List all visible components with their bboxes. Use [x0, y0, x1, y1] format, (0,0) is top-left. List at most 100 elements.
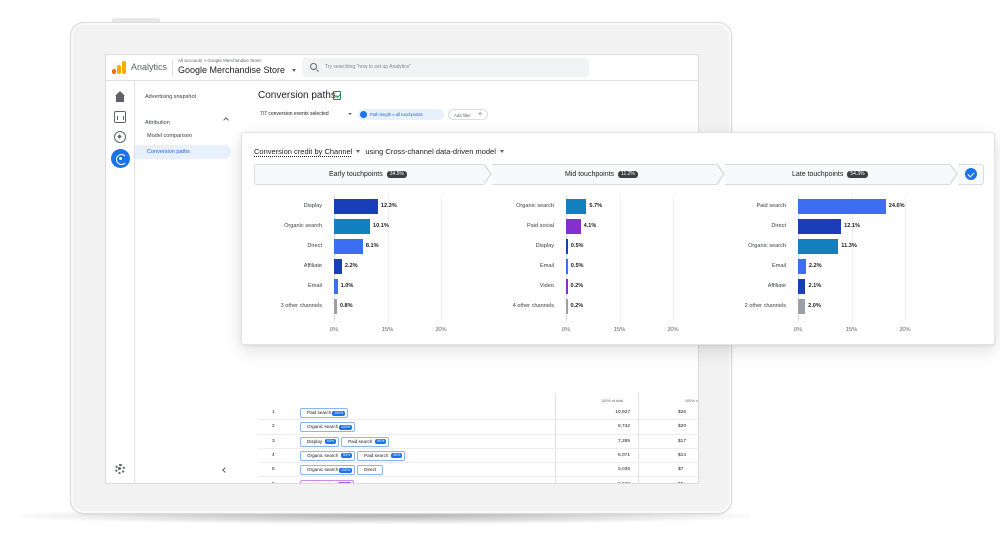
channel-bar[interactable] — [566, 239, 568, 254]
path-step-chip: Paid search 50% — [357, 450, 406, 461]
channel-bar[interactable] — [566, 219, 581, 234]
path-step-chip: Organic search 50% — [300, 450, 356, 461]
property-selector[interactable]: Google Merchandise Store — [178, 65, 296, 75]
revenue-value: $26 — [678, 410, 687, 415]
model-dropdown[interactable]: using Cross-channel data-driven model — [365, 147, 496, 156]
search-placeholder: Try searching "how to set up Analytics" — [325, 64, 411, 70]
category-label: Affiliate — [767, 283, 786, 289]
stage-early-label: Early touchpoints — [329, 171, 383, 178]
column-header-total[interactable]: 100% of total — [601, 399, 624, 403]
credit-percent-badge: 50% — [340, 453, 353, 459]
channel-bar[interactable] — [566, 199, 587, 214]
conversions-value: 8,742 — [617, 424, 630, 430]
property-name: Google Merchandise Store — [178, 65, 286, 75]
stage-arrow-icon — [949, 163, 960, 185]
conversions-value: 2,525 — [617, 481, 630, 484]
gridline — [387, 195, 389, 321]
credit-percent-badge: 100% — [338, 424, 353, 430]
category-label: 3 other channels — [280, 303, 322, 309]
collapse-nav-icon[interactable] — [222, 467, 228, 473]
dimension-filter-label: Path length ≠ all touchpoints — [370, 112, 423, 117]
add-filter-button[interactable]: Add filter + — [448, 109, 488, 120]
chevron-down-icon[interactable] — [348, 113, 352, 115]
channel-bar[interactable] — [798, 219, 842, 234]
bar-value-label: 0.2% — [570, 303, 584, 309]
bar-value-label: 11.3% — [841, 243, 857, 249]
column-header-total-2[interactable]: 100% o — [685, 399, 698, 403]
channel-bar[interactable] — [798, 279, 806, 294]
chevron-down-icon — [291, 69, 296, 73]
explore-icon[interactable] — [114, 131, 126, 143]
side-navigation: Advertising snapshot Attribution Model c… — [135, 81, 258, 483]
stage-mid[interactable]: Mid touchpoints 11.2% — [492, 164, 717, 185]
conversion-path: Organic search 100% — [300, 422, 357, 433]
channel-bar[interactable] — [798, 259, 806, 274]
path-step-label: Direct — [364, 467, 377, 473]
app-header: Analytics All accounts > Google Merchand… — [106, 55, 698, 81]
table-row[interactable]: 6 Paid social × 2 100% 2,525 $6 — [258, 478, 698, 484]
bar-value-label: 0.8% — [339, 303, 353, 309]
nav-section-attribution[interactable]: Attribution — [145, 120, 170, 126]
channel-bar[interactable] — [798, 199, 886, 214]
column-divider — [638, 393, 639, 483]
conversion-path: Display 50% Paid search 50% — [300, 436, 391, 447]
gear-icon[interactable] — [115, 464, 125, 474]
bar-value-label: 12.1% — [844, 223, 861, 229]
analytics-logo-icon[interactable] — [112, 61, 126, 74]
conversions-value: 3,035 — [617, 467, 630, 473]
table-row[interactable]: 1 Paid search 100% 10,927 $26 — [258, 406, 698, 421]
channel-bar[interactable] — [334, 259, 342, 274]
channel-bar[interactable] — [566, 259, 568, 274]
conversions-value: 7,285 — [617, 438, 630, 444]
chevron-down-icon[interactable] — [356, 150, 361, 154]
category-label: Organic search — [284, 223, 322, 229]
table-row[interactable]: 2 Organic search 100% 8,742 $20 — [258, 420, 698, 435]
stage-early[interactable]: Early touchpoints 34.5% — [254, 164, 484, 185]
path-step-label: Paid search — [364, 452, 389, 458]
table-row[interactable]: 5 Organic search 100% Direct 3,035 $7 — [258, 463, 698, 478]
table-row[interactable]: 4 Organic search 50% Paid search 50% 6,071 $14 — [258, 449, 698, 464]
category-label: Paid search — [756, 203, 786, 209]
channel-bar[interactable] — [334, 239, 363, 254]
bar-value-label: 5.7% — [589, 203, 603, 209]
stage-late[interactable]: Late touchpoints 54.3% — [725, 164, 950, 185]
advertising-icon[interactable] — [111, 149, 130, 168]
x-tick-label: 15% — [381, 327, 394, 333]
category-label: Direct — [307, 243, 322, 249]
conversion-paths-table: 100% of total 100% o 1 Paid search 100% 10,… — [258, 393, 698, 484]
channel-bar[interactable] — [566, 299, 568, 314]
x-tick-label: 15% — [613, 327, 626, 333]
table-row[interactable]: 3 Display 50% Paid search 50% 7,285 $17 — [258, 435, 698, 449]
reports-icon[interactable] — [114, 111, 126, 123]
category-label: Email — [540, 263, 554, 269]
nav-conversion-paths[interactable]: Conversion paths — [147, 149, 190, 155]
chevron-up-icon[interactable] — [223, 117, 229, 123]
bar-value-label: 2.2% — [808, 263, 822, 269]
axis-baseline — [334, 195, 335, 321]
gridline — [673, 195, 674, 321]
channel-bar[interactable] — [798, 299, 806, 314]
chevron-down-icon[interactable] — [499, 150, 504, 154]
bar-value-label: 1.0% — [340, 283, 354, 289]
path-step-chip: Direct — [357, 465, 384, 476]
conversions-value: 6,071 — [617, 452, 630, 458]
nav-model-comparison[interactable]: Model comparison — [147, 133, 192, 139]
check-icon[interactable] — [965, 168, 977, 180]
revenue-value: $7 — [678, 467, 684, 473]
bar-value-label: 4.1% — [583, 223, 597, 229]
gridline — [441, 195, 442, 321]
home-icon[interactable] — [114, 91, 126, 103]
channel-bar[interactable] — [334, 219, 371, 234]
channel-bar[interactable] — [334, 299, 337, 314]
search-bar[interactable]: Try searching "how to set up Analytics" — [302, 58, 589, 77]
dimension-filter-chip[interactable]: Path length ≠ all touchpoints — [358, 109, 444, 120]
channel-bar[interactable] — [566, 279, 568, 294]
path-step-label: Paid search — [307, 410, 332, 415]
nav-advertising-snapshot[interactable]: Advertising snapshot — [145, 94, 197, 100]
account-breadcrumb[interactable]: All accounts > Google Merchandise Store — [178, 58, 261, 63]
conversion-events-selector[interactable]: 7/7 conversion events selected — [260, 111, 329, 117]
channel-bar[interactable] — [334, 279, 338, 294]
metric-dropdown[interactable]: Conversion credit by Channel — [254, 147, 353, 156]
channel-bar[interactable] — [798, 239, 839, 254]
channel-bar[interactable] — [334, 199, 378, 214]
